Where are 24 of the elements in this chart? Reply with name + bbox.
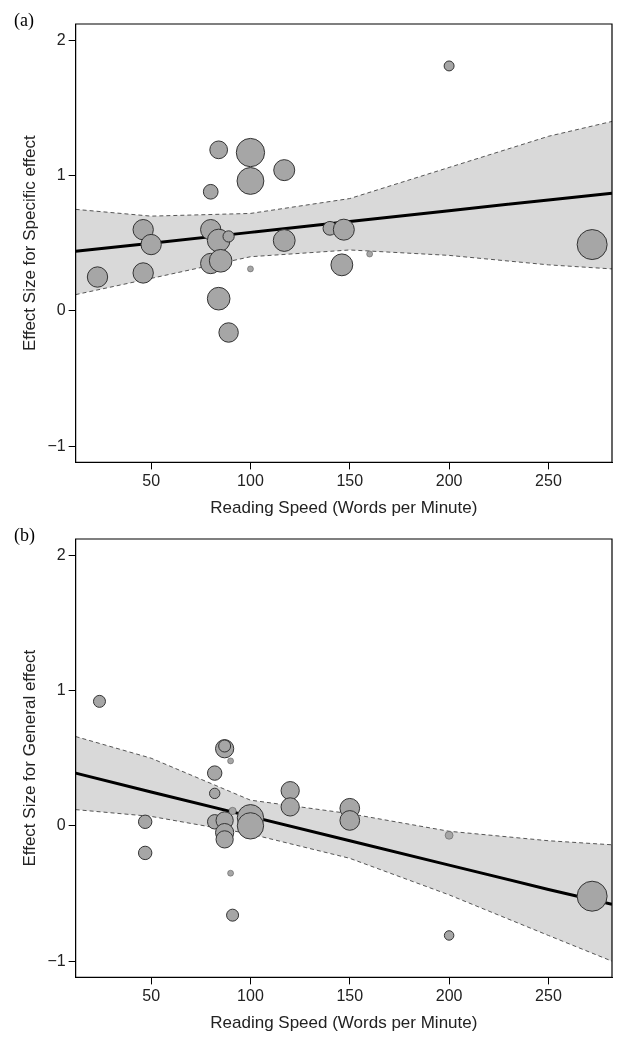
y-tick-label: 2 bbox=[56, 545, 66, 563]
x-tick-label: 200 bbox=[435, 987, 463, 1005]
chart-title: (b) bbox=[14, 525, 35, 546]
x-tick-label: 50 bbox=[142, 987, 161, 1005]
x-tick-label: 200 bbox=[435, 472, 463, 490]
y-tick-label: −1 bbox=[47, 436, 66, 454]
x-axis-title: Reading Speed (Words per Minute) bbox=[210, 1013, 478, 1033]
x-tick-label: 50 bbox=[142, 472, 161, 490]
x-tick-label: 250 bbox=[535, 987, 562, 1005]
y-tick-label: 0 bbox=[56, 301, 66, 319]
y-tick-label: 1 bbox=[56, 165, 66, 183]
x-axis-title: Reading Speed (Words per Minute) bbox=[210, 498, 478, 518]
y-tick-label: 2 bbox=[56, 30, 66, 48]
y-tick-label: 1 bbox=[56, 680, 66, 698]
y-tick-label: −1 bbox=[47, 951, 66, 969]
y-axis-title: Effect Size for General effect bbox=[19, 649, 39, 867]
x-tick-label: 150 bbox=[336, 987, 364, 1005]
y-tick-label: 0 bbox=[56, 816, 66, 834]
y-axis-title: Effect Size for Specific effect bbox=[19, 135, 39, 352]
x-tick-label: 100 bbox=[237, 472, 264, 490]
x-tick-label: 250 bbox=[535, 472, 562, 490]
chart-title: (a) bbox=[14, 10, 34, 31]
x-tick-label: 150 bbox=[336, 472, 364, 490]
x-tick-label: 100 bbox=[237, 987, 264, 1005]
